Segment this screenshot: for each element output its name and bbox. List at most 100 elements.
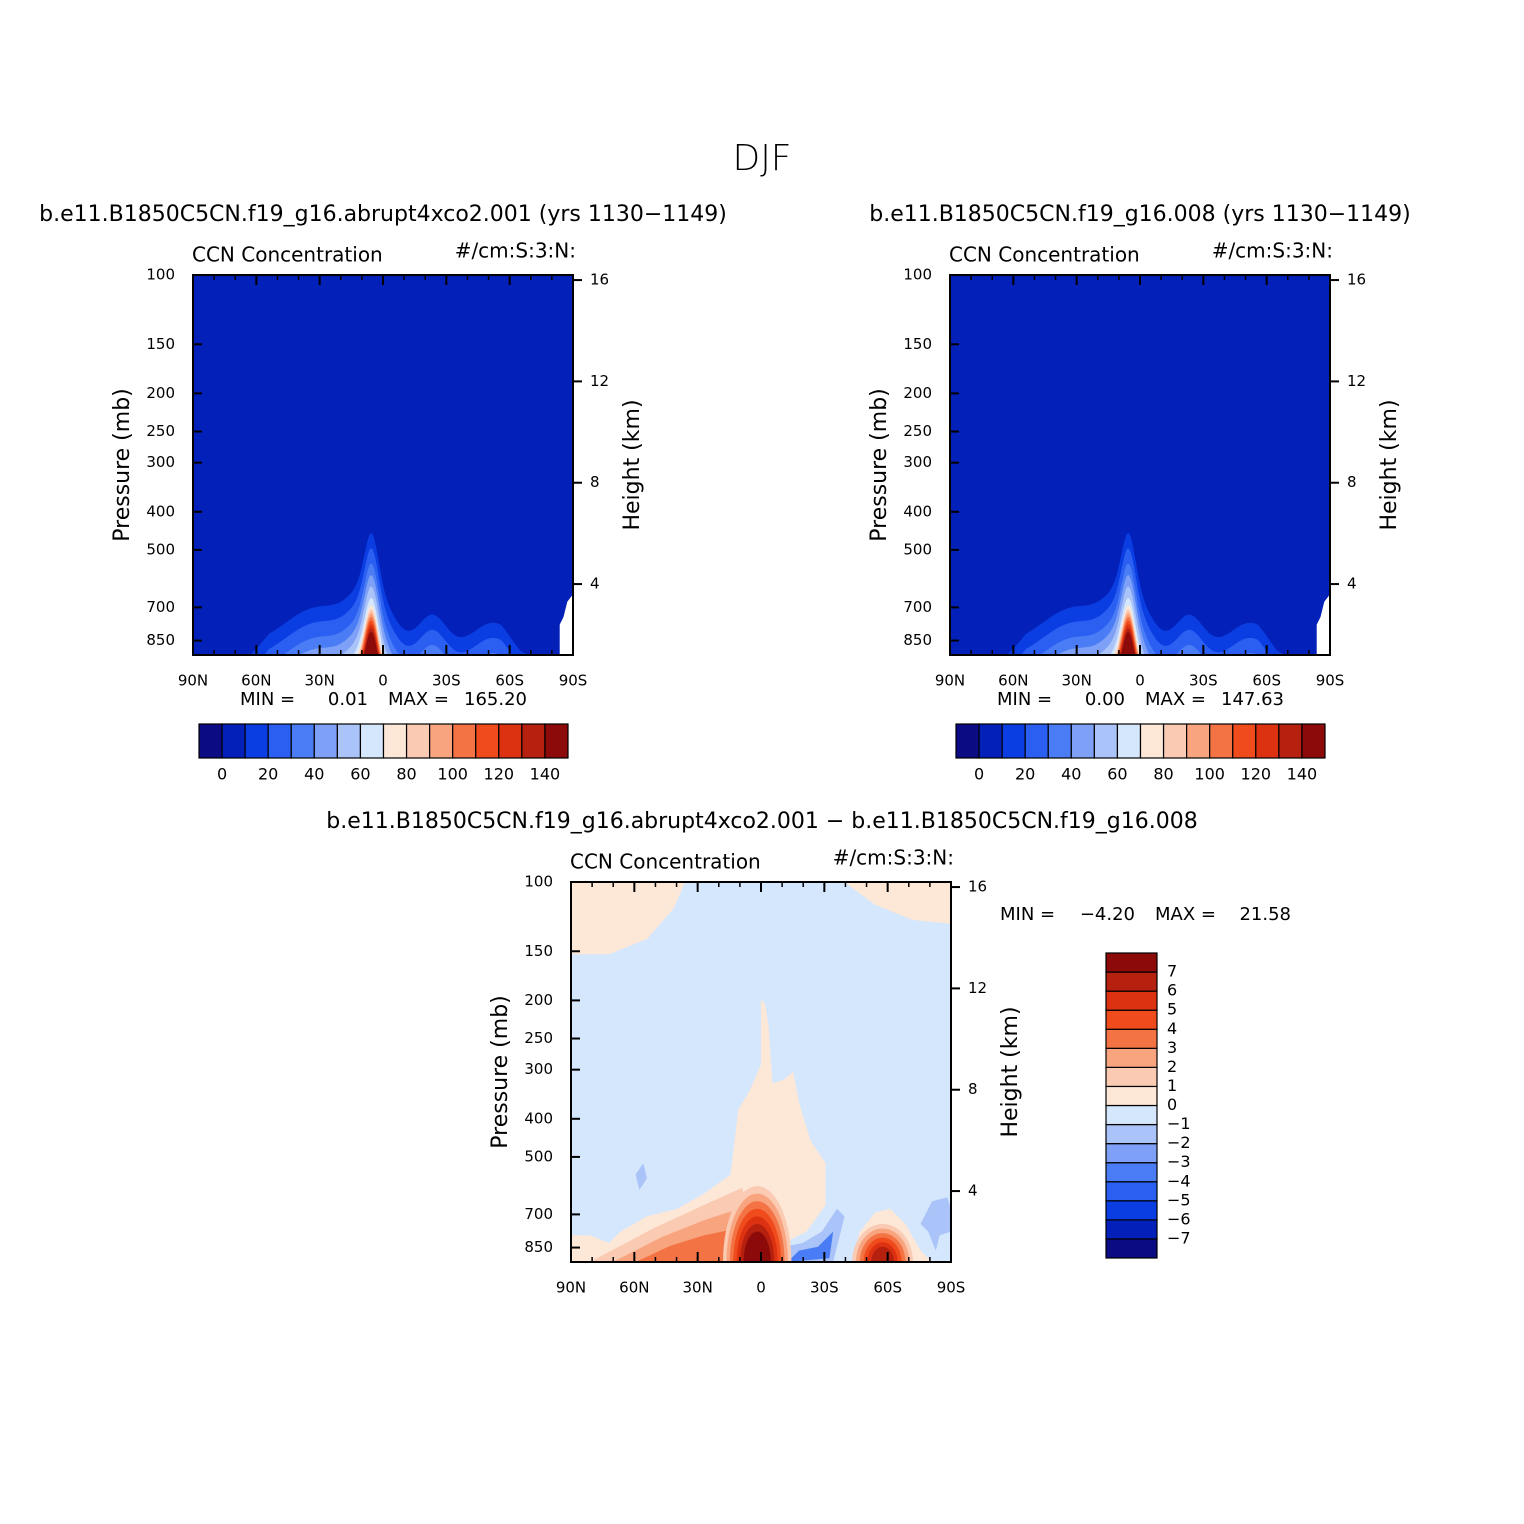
- x-tick-label: 60N: [998, 672, 1028, 690]
- colorbar-box: [313, 723, 338, 759]
- colorbar-box: [978, 723, 1003, 759]
- colorbar-label: 6: [1167, 981, 1177, 1000]
- y-tick-label: 500: [146, 540, 175, 558]
- x-tick-label: 60S: [1252, 672, 1281, 690]
- contour-fill: [844, 882, 951, 924]
- colorbar-label: −1: [1167, 1114, 1191, 1133]
- max-text: MAX =: [388, 689, 449, 710]
- x-tick-label: 60N: [241, 672, 271, 690]
- colorbar-label: 20: [258, 765, 278, 784]
- right-string: #/cm:S:3:N:: [455, 239, 576, 263]
- x-tick-label: 90N: [556, 1279, 586, 1297]
- contour-fill: [920, 1197, 951, 1251]
- right-string: #/cm:S:3:N:: [833, 846, 954, 870]
- y2-tick-label: 4: [968, 1182, 978, 1200]
- contour-fill: [193, 548, 573, 655]
- colorbar-box: [1105, 1066, 1158, 1088]
- colorbar-box: [1024, 723, 1049, 759]
- panel-title: b.e11.B1850C5CN.f19_g16.008 (yrs 1130−11…: [869, 202, 1411, 227]
- y-tick-label: 400: [146, 502, 175, 520]
- colorbar-box: [1105, 1162, 1158, 1183]
- contour-fill: [635, 1163, 647, 1190]
- contour-field: [950, 275, 1330, 655]
- x-tick-label: 0: [1135, 672, 1145, 690]
- y2-axis-label: Height (km): [620, 399, 645, 530]
- contour-field: [193, 275, 573, 655]
- y-tick-label: 200: [524, 991, 553, 1009]
- colorbar-label: 1: [1167, 1076, 1177, 1095]
- colorbar-box: [1186, 723, 1211, 759]
- left-string: CCN Concentration: [949, 243, 1140, 267]
- colorbar-box: [429, 723, 454, 759]
- y2-tick-label: 16: [590, 271, 609, 289]
- colorbar-label: 140: [530, 765, 561, 784]
- min-text: MIN =: [240, 689, 295, 710]
- colorbar-box: [244, 723, 269, 759]
- x-tick-label: 90N: [935, 672, 965, 690]
- x-tick-label: 60S: [873, 1279, 902, 1297]
- max-text: MAX =: [1155, 904, 1216, 925]
- colorbar-label: 5: [1167, 1000, 1177, 1019]
- right-string: #/cm:S:3:N:: [1212, 239, 1333, 263]
- colorbar-box: [498, 723, 523, 759]
- max-value: 147.63: [1221, 689, 1284, 710]
- colorbar-box: [1093, 723, 1119, 759]
- min-value: −4.20: [1080, 904, 1135, 925]
- max-value: 165.20: [464, 689, 527, 710]
- min-text: MIN =: [997, 689, 1052, 710]
- contour-fill: [950, 586, 1330, 655]
- y2-tick-label: 12: [590, 372, 609, 390]
- colorbar-box: [1162, 723, 1188, 759]
- y-tick-label: 700: [903, 598, 932, 616]
- x-tick-label: 30N: [683, 1279, 713, 1297]
- colorbar-label: −6: [1167, 1209, 1191, 1228]
- y2-tick-label: 8: [1347, 473, 1357, 491]
- contour-fill: [950, 533, 1330, 655]
- contour-fill: [950, 548, 1330, 655]
- colorbar-box: [1255, 723, 1280, 759]
- y-tick-label: 100: [146, 266, 175, 284]
- y-tick-label: 400: [903, 502, 932, 520]
- panel-title: b.e11.B1850C5CN.f19_g16.abrupt4xco2.001 …: [39, 202, 727, 227]
- y-tick-label: 850: [903, 631, 932, 649]
- contour-fill: [193, 586, 573, 655]
- contour-fill: [193, 533, 573, 655]
- min-value: 0.00: [1085, 689, 1125, 710]
- max-text: MAX =: [1145, 689, 1206, 710]
- colorbar-box: [1047, 723, 1072, 759]
- min-value: 0.01: [328, 689, 368, 710]
- colorbar-box: [221, 723, 246, 759]
- colorbar-box: [1232, 723, 1257, 759]
- y-tick-label: 850: [146, 631, 175, 649]
- y-tick-label: 100: [903, 266, 932, 284]
- colorbar-box: [1070, 723, 1095, 759]
- colorbar-label: 40: [1061, 765, 1081, 784]
- colorbar-label: −3: [1167, 1152, 1191, 1171]
- y-tick-label: 250: [146, 422, 175, 440]
- y-tick-label: 700: [146, 598, 175, 616]
- y-tick-label: 400: [524, 1109, 553, 1127]
- y-axis-label: Pressure (mb): [110, 388, 135, 542]
- min-text: MIN =: [1000, 904, 1055, 925]
- x-tick-label: 0: [756, 1279, 766, 1297]
- left-string: CCN Concentration: [570, 850, 761, 874]
- colorbar-box: [1105, 1085, 1158, 1107]
- x-tick-label: 30N: [1062, 672, 1092, 690]
- colorbar-label: 140: [1287, 765, 1318, 784]
- colorbar-box: [198, 723, 223, 759]
- y-tick-label: 850: [524, 1238, 553, 1256]
- y-tick-label: 300: [903, 453, 932, 471]
- y-tick-label: 200: [146, 384, 175, 402]
- colorbar-box: [1105, 990, 1158, 1011]
- colorbar-box: [475, 723, 500, 759]
- y-axis-label: Pressure (mb): [867, 388, 892, 542]
- colorbar-box: [1105, 1181, 1158, 1202]
- colorbar-box: [1105, 1028, 1158, 1049]
- y2-tick-label: 4: [590, 575, 600, 593]
- y-tick-label: 100: [524, 873, 553, 891]
- colorbar-label: 20: [1015, 765, 1035, 784]
- contour-fill: [1316, 594, 1330, 655]
- colorbar-box: [1116, 723, 1142, 759]
- colorbar-box: [955, 723, 980, 759]
- colorbar-label: −4: [1167, 1171, 1191, 1190]
